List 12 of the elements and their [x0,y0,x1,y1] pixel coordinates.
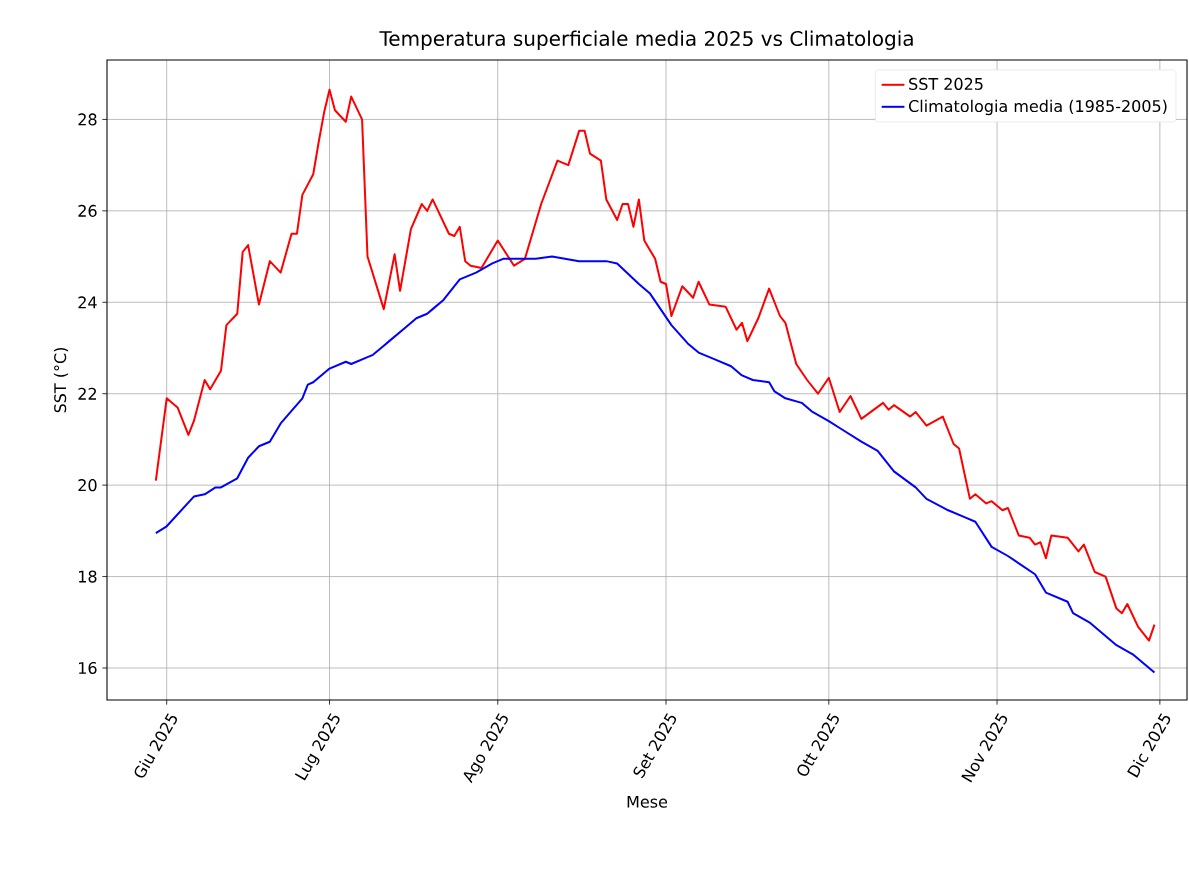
y-tick-label: 16 [79,661,97,675]
y-tick-label: 26 [78,204,97,217]
legend-label: Climatologia media (1985-2005) [908,99,1167,116]
y-tick-label: 22 [78,387,97,400]
y-tick-label: 20 [78,479,97,492]
x-axis-title: Mese [627,795,668,808]
y-axis-title: SST (°C) [53,347,69,413]
y-tick-label: 24 [78,296,97,309]
chart-title: Temperatura superficiale media 2025 vs Climatologia [379,30,913,50]
y-tick-label: 28 [78,113,97,126]
legend-label: SST 2025 [909,77,983,90]
y-tick-label: 18 [79,570,97,583]
